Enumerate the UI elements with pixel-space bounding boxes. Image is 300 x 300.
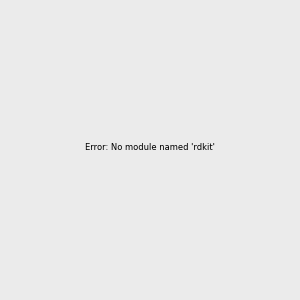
Text: Error: No module named 'rdkit': Error: No module named 'rdkit' bbox=[85, 143, 215, 152]
